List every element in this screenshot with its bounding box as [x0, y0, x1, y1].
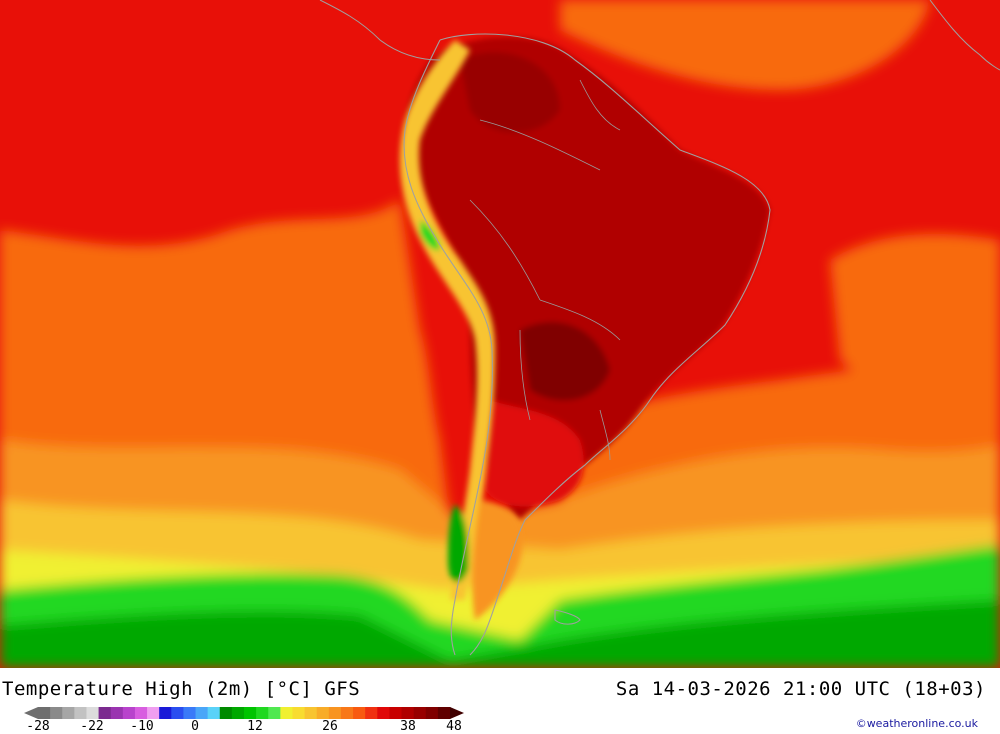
legend-swatch	[437, 707, 451, 719]
pacific-orange-blob	[60, 259, 155, 378]
legend-swatch	[365, 707, 378, 719]
legend-swatch	[256, 707, 269, 719]
legend-swatch	[110, 707, 124, 719]
central-america-coast	[319, 0, 1000, 71]
legend-tick: 0	[191, 719, 199, 734]
legend-swatch	[425, 707, 439, 719]
legend-tick: -10	[130, 719, 154, 734]
legend-swatch	[413, 707, 427, 719]
legend-swatch	[50, 707, 63, 719]
legend-swatch	[280, 707, 293, 719]
andes-yellow-strip	[400, 40, 495, 600]
legend-swatch	[219, 707, 233, 719]
color-legend	[24, 707, 464, 719]
legend-swatch	[207, 707, 221, 719]
legend-swatch	[74, 707, 87, 719]
southern-ocean-deep-green	[0, 600, 1000, 668]
legend-tick: 38	[400, 719, 416, 734]
legend-swatch	[401, 707, 415, 719]
legend-swatch	[292, 707, 306, 719]
brazil-hotspot	[520, 322, 610, 401]
temperature-map	[0, 0, 1000, 668]
southern-cone-red	[485, 400, 584, 507]
legend-swatch	[353, 707, 366, 719]
legend-swatch	[304, 707, 318, 719]
map-title: Temperature High (2m) [°C] GFS	[2, 678, 361, 700]
legend-swatch	[183, 707, 197, 719]
map-footer: Temperature High (2m) [°C] GFS Sa 14-03-…	[0, 668, 1000, 734]
patagonia-orange	[472, 500, 523, 620]
legend-tick: 48	[446, 719, 462, 734]
legend-swatch	[377, 707, 390, 719]
legend-swatch	[328, 707, 342, 719]
legend-swatch	[86, 707, 100, 719]
legend-swatch	[231, 707, 245, 719]
south-america-hot-core	[406, 36, 770, 520]
country-borders	[469, 79, 621, 461]
legend-swatch	[122, 707, 136, 719]
legend-swatch	[195, 707, 209, 719]
andes-green-patch-north	[420, 220, 440, 251]
legend-swatch	[171, 707, 184, 719]
legend-tick: 12	[247, 719, 263, 734]
legend-tick: -28	[26, 719, 50, 734]
legend-arrow-right	[450, 707, 464, 719]
north-orange-zone	[560, 0, 930, 90]
legend-swatch	[340, 707, 354, 719]
legend-swatch	[389, 707, 403, 719]
amazon-hotspot	[460, 52, 560, 133]
legend-swatch	[134, 707, 148, 719]
legend-tick: 26	[322, 719, 338, 734]
legend-tick: -22	[80, 719, 104, 734]
credit-link[interactable]: ©weatheronline.co.uk	[855, 717, 978, 730]
east-atlantic-orange	[830, 234, 1000, 400]
andes-green-patch-south	[448, 505, 469, 583]
coastlines	[403, 33, 771, 656]
legend-swatch	[62, 707, 75, 719]
legend-swatch	[316, 707, 330, 719]
legend-swatch	[159, 707, 172, 719]
legend-swatch	[38, 707, 51, 719]
legend-swatch	[98, 707, 112, 719]
legend-swatch	[244, 707, 257, 719]
legend-swatch	[147, 707, 160, 719]
map-datetime: Sa 14-03-2026 21:00 UTC (18+03)	[615, 678, 986, 700]
legend-swatch	[268, 707, 281, 719]
legend-arrow-left	[24, 707, 38, 719]
